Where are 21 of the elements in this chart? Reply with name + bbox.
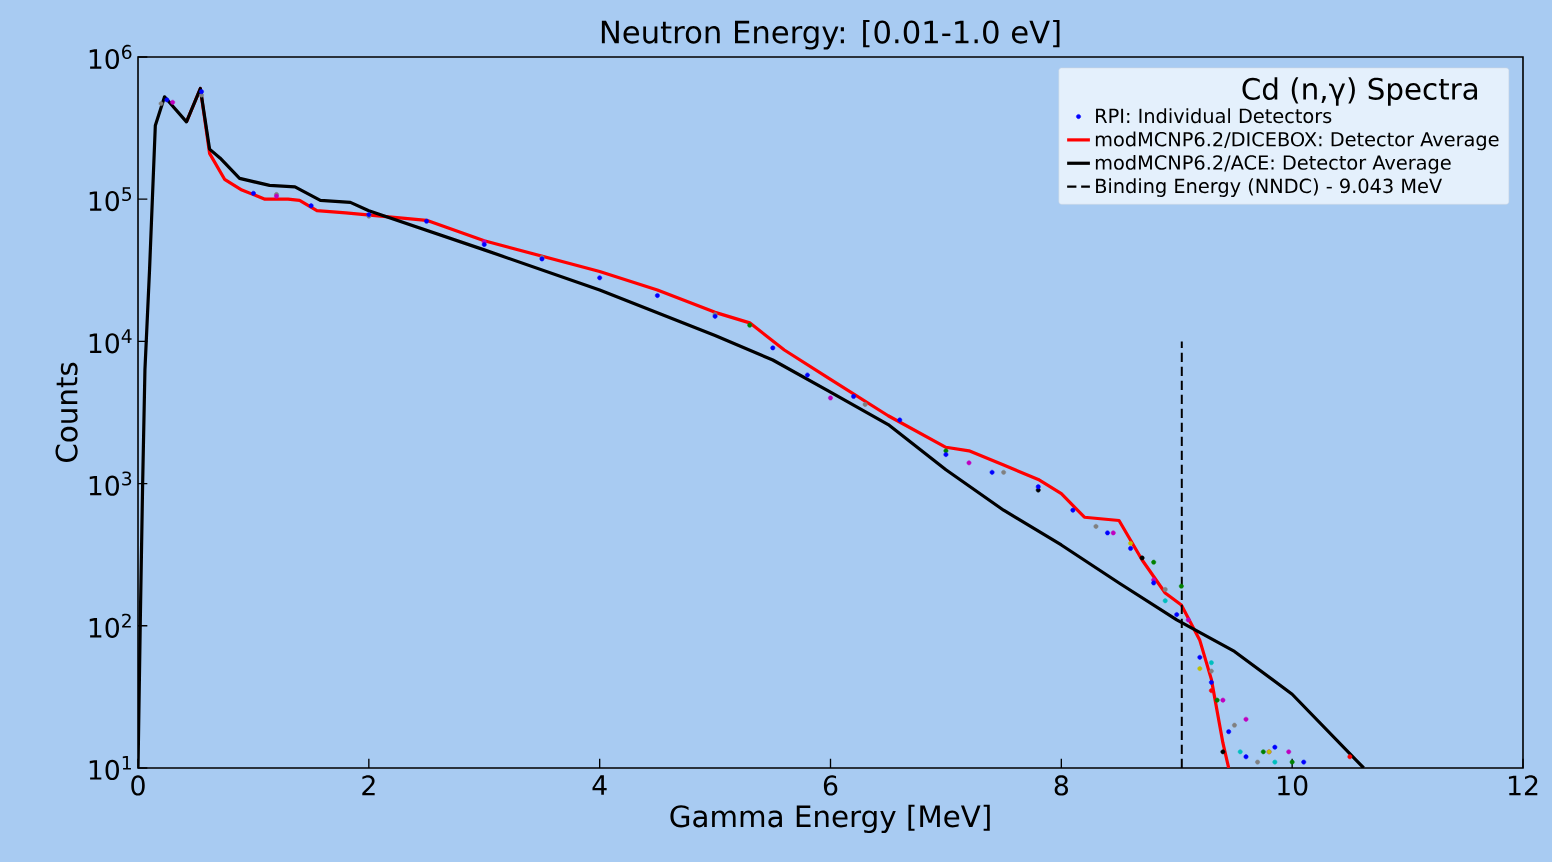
x-tick-label: 12 [1508, 775, 1538, 796]
y-tick-label: 10$^{4}$ [89, 329, 132, 354]
legend-label: modMCNP6.2/ACE: Detector Average [1095, 154, 1451, 174]
y-tick-label: 10$^{6}$ [89, 44, 132, 70]
y-tick-label: 10$^{2}$ [89, 613, 131, 638]
legend-label: Binding Energy (NNDC) - 9.043 MeV [1096, 178, 1442, 197]
y-tick-label: 10$^{1}$ [89, 755, 131, 780]
legend-label: RPI: Individual Detectors [1096, 108, 1332, 124]
x-tick-label: 0 [131, 775, 145, 796]
x-axis-title: Gamma Energy [MeV] [670, 804, 990, 834]
y-tick-label: 10$^{3}$ [89, 471, 132, 496]
y-tick-label: 10$^{5}$ [89, 187, 131, 212]
x-tick-label: 10 [1278, 775, 1308, 796]
x-tick-label: 8 [1054, 775, 1068, 796]
x-tick-label: 4 [592, 775, 607, 795]
y-axis-title: Counts [55, 362, 78, 463]
legend-label: modMCNP6.2/DICEBOX: Detector Average [1095, 131, 1499, 151]
legend-title: Cd (n,γ) Spectra [1242, 77, 1478, 106]
x-tick-label: 2 [362, 775, 375, 796]
x-tick-label: 6 [823, 775, 838, 796]
chart-title: Neutron Energy: [0.01-1.0 eV] [601, 19, 1060, 50]
